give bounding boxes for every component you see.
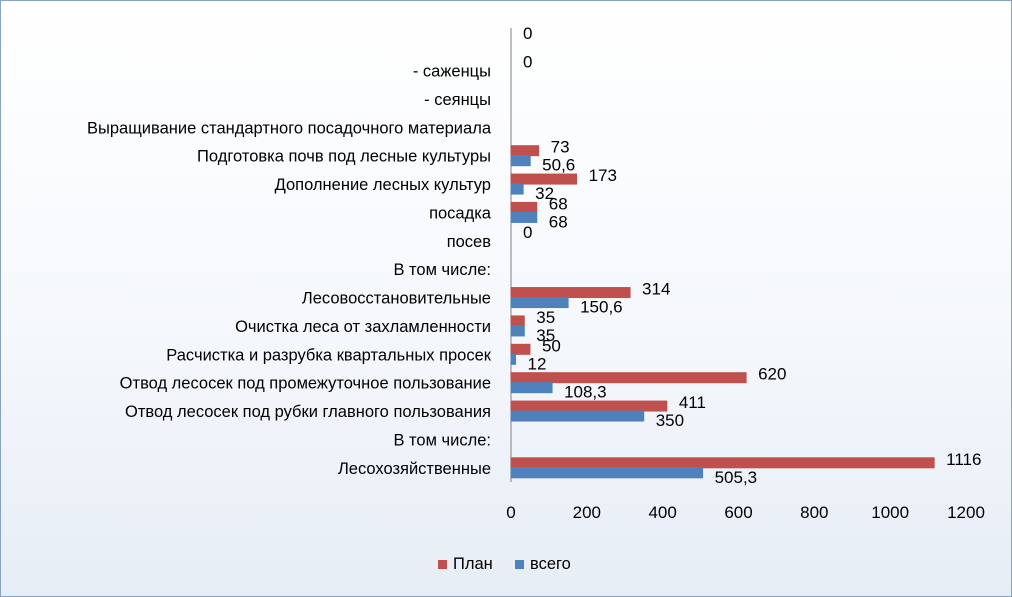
plan-bar [510, 372, 747, 384]
x-tick-label: 600 [724, 503, 752, 522]
plan-bar [510, 400, 668, 412]
plan-data-label: 0 [523, 24, 532, 43]
category-label: - сеянцы [424, 91, 491, 109]
total-bar [510, 155, 531, 167]
x-tick-label: 800 [800, 503, 828, 522]
plan-data-label: 314 [642, 280, 670, 299]
total-data-label: 68 [549, 212, 568, 231]
plan-data-label: 173 [589, 166, 617, 185]
plan-bar [510, 145, 540, 157]
total-data-label: 350 [656, 411, 684, 430]
legend-label-plan: План [453, 555, 493, 573]
plan-data-label: 0 [523, 53, 532, 72]
total-data-label: 35 [536, 326, 555, 345]
total-bar [510, 410, 645, 422]
plan-bar [510, 457, 935, 469]
category-label: Подготовка почв под лесные культуры [197, 148, 491, 166]
plan-data-label: 50 [542, 336, 561, 355]
plan-bar [510, 287, 631, 299]
x-tick-label: 200 [573, 503, 601, 522]
total-data-label: 50,6 [542, 156, 575, 175]
total-bar [510, 353, 517, 365]
total-data-label: 505,3 [715, 468, 758, 487]
category-label: В том числе: [393, 431, 491, 449]
category-label: Отвод лесосек под рубки главного пользов… [125, 403, 491, 421]
plan-bar [510, 201, 538, 213]
category-label: Лесохозяйственные [338, 460, 491, 478]
category-label: В том числе: [393, 261, 491, 279]
plan-data-label: 68 [549, 194, 568, 213]
plan-data-label: 411 [679, 393, 706, 412]
category-label: - саженцы [413, 63, 491, 81]
total-bar [510, 183, 524, 195]
legend-swatch-total [515, 560, 524, 569]
total-data-label: 12 [528, 354, 547, 373]
total-data-label: 108,3 [564, 383, 607, 402]
total-data-label: 32 [535, 184, 554, 203]
total-data-label: 150,6 [580, 298, 623, 317]
category-label: Выращивание стандартного посадочного мат… [87, 119, 492, 137]
plan-data-label: 1116 [946, 450, 981, 469]
total-bar [510, 382, 553, 394]
x-tick-label: 0 [506, 503, 515, 522]
legend-swatch-plan [438, 560, 447, 569]
category-label: Очистка леса от захламленности [235, 318, 491, 336]
plan-data-label: 0 [523, 223, 532, 242]
plan-data-label: 73 [551, 138, 570, 157]
plan-data-label: 35 [536, 308, 555, 327]
category-label: посадка [429, 204, 492, 222]
total-bar [510, 211, 538, 223]
x-tick-label: 400 [648, 503, 676, 522]
legend-label-total: всего [530, 555, 571, 573]
x-tick-label: 1000 [871, 503, 909, 522]
category-label: Лесовосстановительные [302, 290, 491, 308]
plan-bar [510, 315, 525, 327]
total-bar [510, 325, 525, 337]
total-bar [510, 297, 569, 309]
category-label: Расчистка и разрубка квартальных просек [166, 346, 491, 364]
plan-data-label: 620 [758, 365, 786, 384]
plan-bar [510, 173, 578, 185]
plan-bar [510, 343, 531, 355]
category-label: посев [447, 233, 492, 251]
x-tick-label: 1200 [947, 503, 985, 522]
category-label: Дополнение лесных культур [275, 176, 491, 194]
total-bar [510, 467, 704, 479]
category-label: Отвод лесосек под промежуточное пользова… [120, 375, 491, 393]
